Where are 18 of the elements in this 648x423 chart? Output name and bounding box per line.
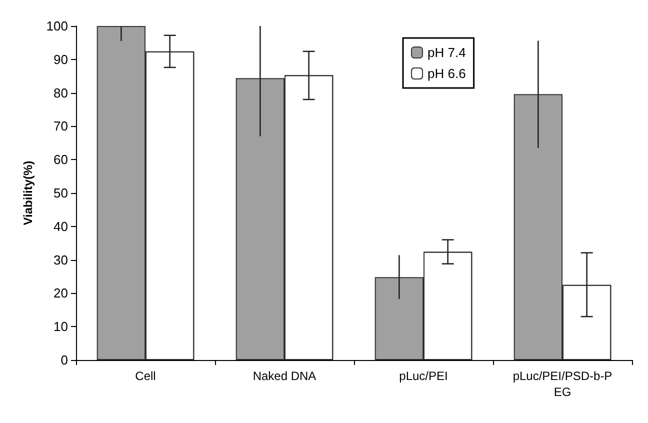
y-tick-label: 100 [46,18,68,34]
y-tick-label: 40 [54,218,68,234]
y-tick-label: 50 [54,186,68,200]
y-tick-label: 70 [54,118,68,134]
y-tick-label: 0 [60,352,68,368]
y-tick-label: 60 [54,152,68,168]
x-tick-label: Naked DNA [252,369,316,383]
legend-label: pH 7.4 [428,45,466,60]
y-tick-label: 20 [54,286,68,301]
x-tick-label: pLuc/PEI [399,369,448,383]
legend-label: pH 6.6 [428,66,466,81]
x-tick-label: Cell [135,369,156,383]
y-axis-title: Viability(%) [21,160,35,226]
y-tick-label: 80 [54,85,68,100]
y-tick-label: 30 [54,252,68,268]
y-tick-label: 10 [54,319,68,334]
y-tick-label: 90 [54,52,68,67]
x-tick-label: pLuc/PEI/PSD-b-PEG [512,369,612,399]
